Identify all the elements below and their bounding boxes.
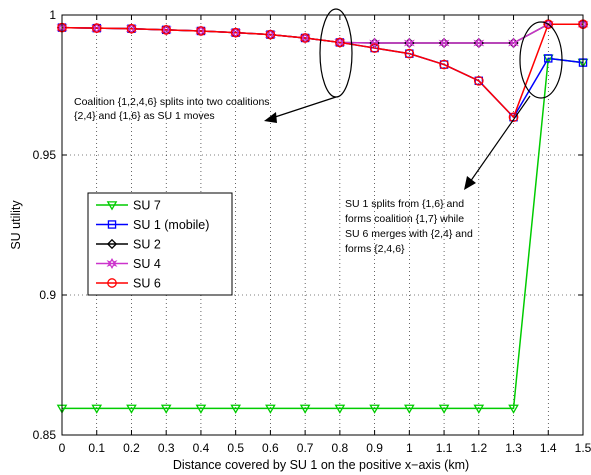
- data-point-su-7: [265, 404, 276, 414]
- data-point-su-6: [543, 19, 554, 30]
- data-point-su-7: [404, 404, 415, 414]
- data-point-su-7: [126, 404, 137, 414]
- grid: [62, 15, 583, 435]
- data-point-su-7: [160, 404, 172, 414]
- y-tick-label: 1: [49, 8, 56, 22]
- legend-label-su-6: SU 6: [133, 277, 161, 291]
- legend-marker-su-6: [107, 278, 117, 288]
- x-tick-label: 1: [406, 441, 413, 455]
- x-tick-label: 0.2: [123, 441, 140, 455]
- data-point-su-6: [91, 23, 102, 34]
- data-point-su-7: [369, 404, 380, 414]
- legend-label-su-1-mobile: SU 1 (mobile): [133, 218, 209, 232]
- legend-marker-su-1-mobile: [107, 220, 117, 229]
- y-tick-label: 0.85: [33, 428, 57, 442]
- annotation-text-right-line4: forms {2,4,6}: [345, 243, 405, 255]
- data-point-su-1-mobile: [544, 54, 553, 63]
- x-tick-label: 1.4: [540, 441, 557, 455]
- legend: SU 7 SU 1 (mobile) SU 2 SU 4 SU 6: [87, 192, 233, 296]
- y-axis-label: SU utility: [9, 200, 23, 250]
- x-tick-label: 0: [59, 441, 66, 455]
- x-axis-ticks: 0 0.1 0.2 0.3 0.4 0.5 0.6 0.7 0.8 0.9 1 1.1 1.2 1.3 1.…: [59, 15, 591, 455]
- legend-marker-su-7: [106, 201, 118, 211]
- x-tick-label: 0.9: [366, 441, 383, 455]
- annotation-arrowhead-right: [464, 176, 476, 190]
- data-point-su-7: [473, 404, 485, 414]
- legend-label-su-2: SU 2: [133, 238, 161, 252]
- legend-marker-su-2: [106, 238, 118, 250]
- data-point-su-6: [196, 26, 206, 36]
- x-tick-label: 0.5: [227, 441, 244, 455]
- legend-marker-su-4: [106, 257, 118, 270]
- x-tick-label: 1.2: [470, 441, 487, 455]
- x-tick-label: 0.7: [297, 441, 314, 455]
- data-point-su-7: [334, 404, 346, 414]
- x-tick-label: 1.1: [436, 441, 453, 455]
- legend-label-su-4: SU 4: [133, 257, 161, 271]
- x-tick-label: 0.1: [88, 441, 105, 455]
- annotation-su1-splits: SU 1 splits from {1,6} and forms coaliti…: [345, 21, 563, 255]
- data-point-su-7: [438, 404, 450, 414]
- annotation-text-right-line1: SU 1 splits from {1,6} and: [345, 198, 464, 210]
- legend-entries: SU 7 SU 1 (mobile) SU 2 SU 4 SU 6: [96, 199, 209, 291]
- data-point-su-6: [508, 112, 519, 123]
- series-markers: [56, 18, 589, 414]
- data-point-su-4: [508, 37, 519, 49]
- data-point-su-7: [195, 404, 207, 414]
- annotation-ellipse-right: [519, 21, 563, 99]
- data-point-su-4: [369, 37, 381, 49]
- data-point-su-4: [473, 37, 485, 49]
- x-tick-label: 1.5: [575, 441, 591, 455]
- plot-frame: [61, 14, 584, 436]
- annotation-text-right-line2: forms coalition {1,7} while: [345, 213, 464, 225]
- data-point-su-7: [299, 404, 311, 414]
- data-point-su-6: [369, 43, 380, 53]
- data-point-su-6: [335, 37, 345, 48]
- x-tick-label: 0.3: [158, 441, 175, 455]
- annotation-text-left-line2: {2,4} and {1,6} as SU 1 moves: [74, 110, 215, 122]
- y-tick-label: 0.9: [39, 288, 56, 302]
- annotation-arrow-right: [469, 95, 531, 183]
- data-point-su-6: [473, 75, 484, 86]
- x-tick-label: 1.3: [505, 441, 522, 455]
- data-point-su-7: [91, 404, 103, 414]
- x-tick-label: 0.4: [193, 441, 210, 455]
- legend-label-su-7: SU 7: [133, 199, 161, 213]
- annotation-text-left-line1: Coalition {1,2,4,6} splits into two coal…: [74, 96, 270, 108]
- x-tick-label: 0.8: [332, 441, 349, 455]
- data-point-su-6: [265, 29, 276, 40]
- data-point-su-6: [404, 48, 415, 59]
- series-line-su-6: [61, 23, 583, 118]
- annotation-coalition-split: Coalition {1,2,4,6} splits into two coal…: [74, 8, 353, 123]
- series-lines: [61, 23, 584, 410]
- data-point-su-6: [300, 33, 310, 43]
- data-point-su-6: [126, 23, 137, 34]
- x-tick-label: 0.6: [262, 441, 279, 455]
- data-point-su-6: [230, 27, 241, 38]
- annotation-text-right-line3: SU 6 merges with {2,4} and: [345, 228, 473, 240]
- data-point-su-7: [508, 404, 519, 414]
- series-line-su-7: [62, 57, 584, 410]
- data-point-su-6: [439, 59, 449, 70]
- annotation-arrowhead-left: [264, 112, 277, 123]
- data-point-su-4: [438, 37, 450, 49]
- data-point-su-6: [161, 24, 172, 35]
- data-point-su-7: [230, 404, 241, 414]
- data-point-su-4: [403, 37, 415, 49]
- y-axis-ticks: 0.85 0.9 0.95 1: [33, 8, 583, 442]
- annotation-arrow-left: [271, 96, 337, 119]
- x-axis-label: Distance covered by SU 1 on the positive…: [173, 458, 469, 472]
- y-tick-label: 0.95: [33, 148, 57, 162]
